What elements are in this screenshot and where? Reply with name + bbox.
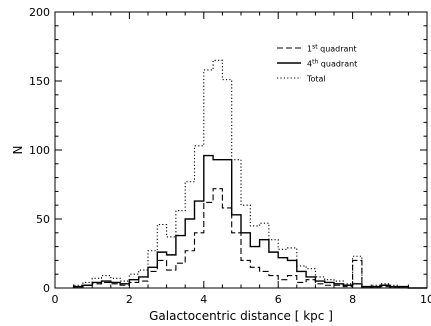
plot-frame xyxy=(54,11,428,289)
legend-label-base: 4 xyxy=(307,60,312,69)
x-tick-label: 10 xyxy=(420,293,431,306)
legend-label-2: 4th quadrant xyxy=(307,59,357,69)
legend-label-3: Total xyxy=(306,75,326,84)
legend-label-tail: quadrant xyxy=(318,60,357,69)
series-3-line xyxy=(73,59,427,289)
series-2-line xyxy=(72,154,427,289)
axis-ticks xyxy=(54,11,428,289)
series-layer xyxy=(72,59,427,289)
y-tick-label: 50 xyxy=(36,213,50,226)
legend-label-superscript: th xyxy=(312,59,318,66)
x-tick-label: 6 xyxy=(275,293,282,306)
y-tick-label: 150 xyxy=(29,75,50,88)
x-tick-label: 2 xyxy=(126,293,133,306)
x-tick-label: 0 xyxy=(52,293,59,306)
legend-label-1: 1st quadrant xyxy=(307,44,357,54)
legend-label-base: 1 xyxy=(307,45,312,54)
x-tick-label: 4 xyxy=(200,293,207,306)
legend-label-tail: quadrant xyxy=(318,45,357,54)
x-tick-label: 8 xyxy=(349,293,356,306)
y-tick-label: 200 xyxy=(29,6,50,19)
legend-label-superscript: st xyxy=(312,44,318,51)
y-tick-label: 0 xyxy=(43,282,50,295)
y-tick-label: 100 xyxy=(29,144,50,157)
y-axis-label: N xyxy=(11,146,25,155)
x-axis-label: Galactocentric distance [ kpc ] xyxy=(149,309,333,323)
legend-label-base: Total xyxy=(306,75,326,84)
